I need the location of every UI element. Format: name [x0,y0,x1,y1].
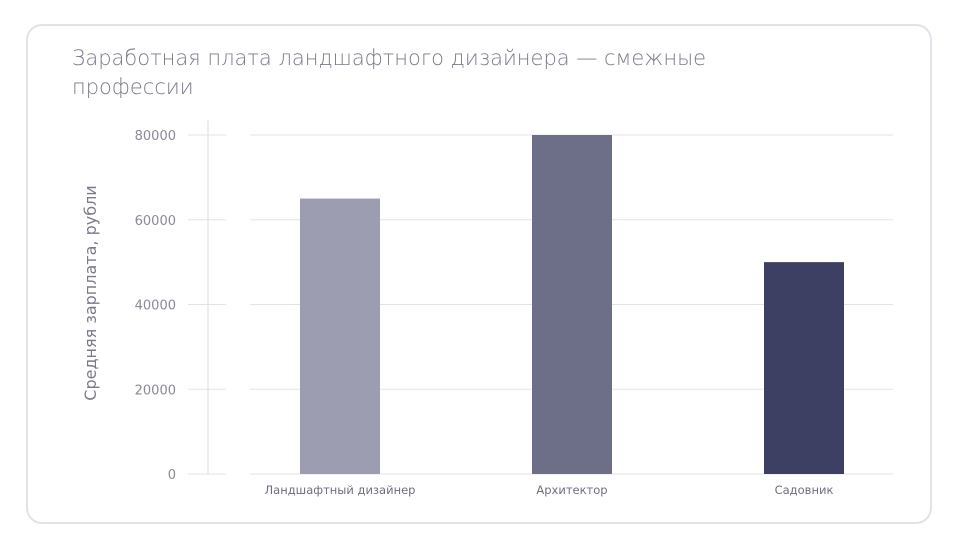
y-axis-title: Средняя зарплата, рубли [81,185,100,400]
bar [300,198,380,474]
x-category-label: Ландшафтный дизайнер [265,483,416,497]
y-tick-label: 0 [168,468,176,483]
y-tick-labels: 0 20000 40000 60000 80000 [135,129,176,483]
x-category-label: Архитектор [536,483,607,497]
x-category-labels: Ландшафтный дизайнер Архитектор Садовник [265,483,834,497]
chart-title: Заработная плата ландшафтного дизайнера … [72,46,707,99]
x-category-label: Садовник [775,483,834,497]
y-tick-label: 60000 [135,214,176,229]
y-tick-label: 20000 [135,383,176,398]
bar [764,262,844,474]
y-tick-label: 40000 [135,299,176,314]
bar [532,135,612,474]
y-tick-label: 80000 [135,129,176,144]
bars [300,135,844,474]
